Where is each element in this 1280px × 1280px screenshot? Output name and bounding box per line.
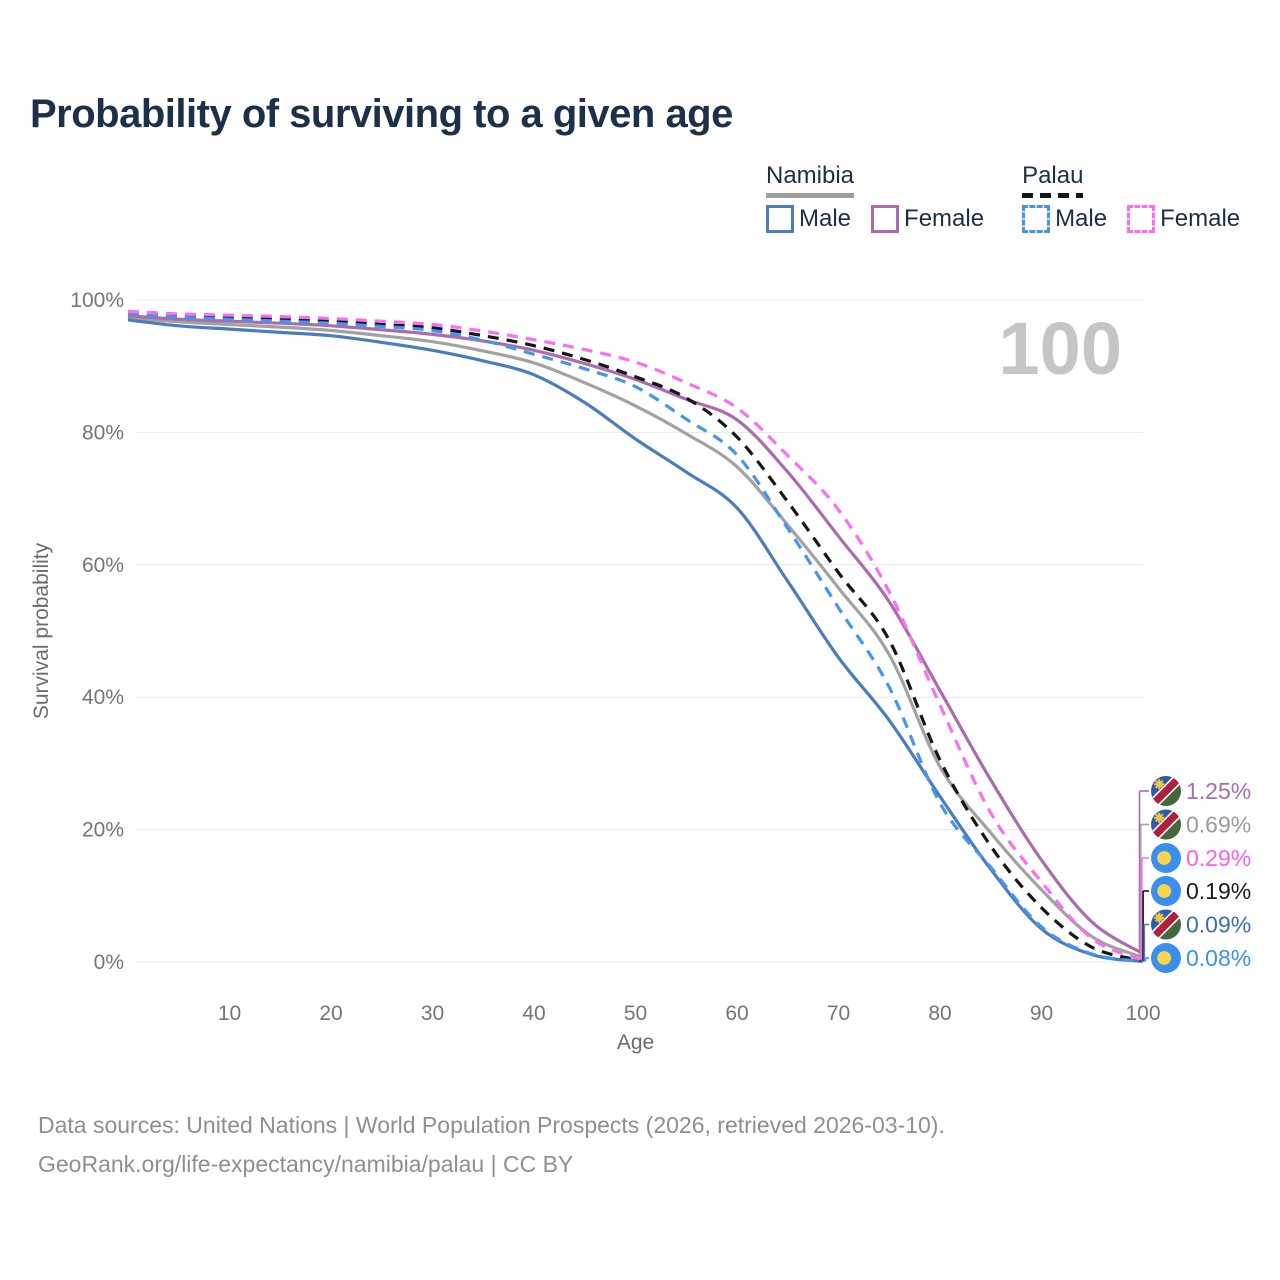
namibia-male-swatch[interactable] (766, 205, 794, 233)
palau-flag-icon (1151, 876, 1181, 906)
x-tick-label: 20 (319, 1002, 342, 1025)
namibia-female-swatch[interactable] (871, 205, 900, 233)
legend-palau-text: Palau (1022, 162, 1084, 189)
end-value-label: 0.69% (1186, 812, 1251, 838)
y-tick-label: 100% (70, 289, 124, 312)
hover-age-watermark: 100 (999, 307, 1122, 390)
x-axis-title: Age (617, 1031, 654, 1054)
palau-female-swatch[interactable] (1127, 205, 1156, 233)
line-namibia-male[interactable] (127, 318, 1144, 963)
legend-namibia-female-label: Female (904, 205, 985, 232)
namibia-line-swatch (766, 193, 855, 198)
legend-items-namibia: Male Female (766, 205, 984, 233)
legend-palau-male-label: Male (1055, 205, 1108, 232)
x-tick-label: 40 (522, 1002, 545, 1025)
palau-male-swatch[interactable] (1022, 205, 1051, 233)
end-value-label: 0.29% (1186, 845, 1251, 871)
x-tick-label: 10 (218, 1002, 241, 1025)
palau-flag-icon (1151, 843, 1181, 873)
legend-namibia-male[interactable]: Male (766, 205, 851, 233)
citation-line: GeoRank.org/life-expectancy/namibia/pala… (38, 1151, 574, 1177)
legend-namibia-female[interactable]: Female (871, 205, 984, 233)
page-title: Probability of surviving to a given age (30, 92, 733, 136)
end-value-label: 1.25% (1186, 778, 1251, 804)
x-tick-label: 80 (928, 1002, 951, 1025)
palau-flag-icon (1151, 943, 1181, 973)
end-value-label: 0.08% (1186, 945, 1251, 971)
legend-namibia-text: Namibia (766, 162, 855, 189)
x-tick-label: 30 (421, 1002, 444, 1025)
line-palau-male[interactable] (127, 311, 1144, 964)
line-namibia[interactable] (127, 316, 1144, 959)
legend-palau-female[interactable]: Female (1127, 205, 1240, 233)
end-value-label: 0.09% (1186, 912, 1251, 938)
x-tick-label: 100 (1125, 1002, 1160, 1025)
legend-palau-label[interactable]: Palau (1022, 162, 1084, 198)
legend-namibia-label[interactable]: Namibia (766, 162, 855, 198)
palau-line-swatch (1022, 193, 1084, 198)
namibia-flag-icon (1151, 809, 1181, 840)
line-namibia-female[interactable] (127, 314, 1144, 956)
legend-palau-male[interactable]: Male (1022, 205, 1107, 233)
y-axis-title: Survival probability (30, 542, 53, 719)
y-tick-label: 80% (82, 421, 124, 444)
namibia-flag-icon (1151, 909, 1181, 940)
x-tick-label: 50 (624, 1002, 647, 1025)
y-tick-label: 0% (94, 951, 124, 974)
legend-palau-female-label: Female (1160, 205, 1241, 232)
legend-group-palau: Palau Male Female (1022, 162, 1240, 233)
y-tick-label: 60% (82, 554, 124, 577)
line-palau-female[interactable] (127, 309, 1144, 962)
x-tick-label: 60 (725, 1002, 748, 1025)
y-tick-label: 20% (82, 819, 124, 842)
line-palau[interactable] (127, 311, 1144, 963)
legend-items-palau: Male Female (1022, 205, 1240, 233)
x-tick-label: 90 (1030, 1002, 1053, 1025)
data-sources-line: Data sources: United Nations | World Pop… (38, 1112, 945, 1138)
y-tick-label: 40% (82, 686, 124, 709)
legend-group-namibia: Namibia Male Female (766, 162, 984, 233)
legend: Namibia Male Female Palau Male (766, 162, 1240, 233)
namibia-flag-icon (1151, 776, 1181, 806)
x-tick-label: 70 (827, 1002, 850, 1025)
end-value-label: 0.19% (1186, 878, 1251, 904)
legend-namibia-male-label: Male (799, 205, 852, 232)
footer: Data sources: United Nations | World Pop… (38, 1106, 945, 1184)
